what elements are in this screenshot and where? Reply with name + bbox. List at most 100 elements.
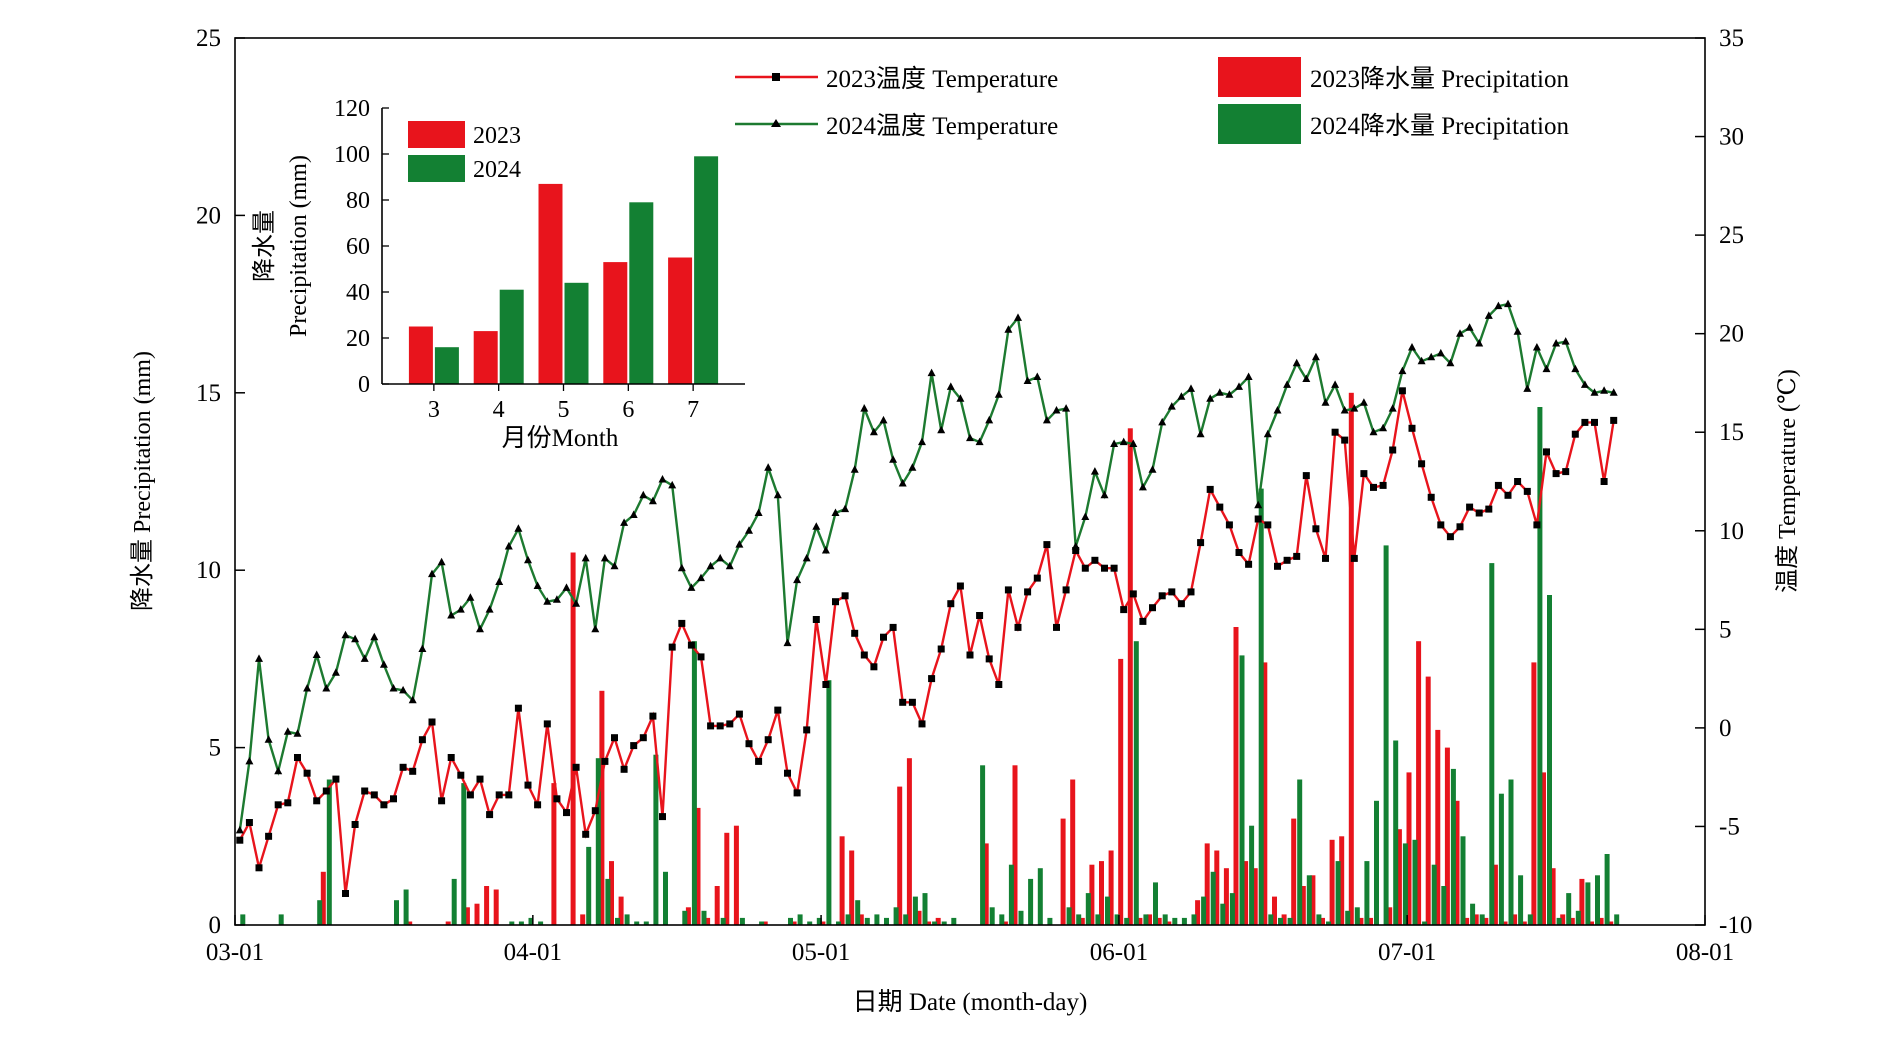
temp-2023-point <box>505 791 513 799</box>
temp-2024-point <box>524 555 532 564</box>
temp-2024-point <box>966 433 974 442</box>
precip-bar <box>1498 793 1504 925</box>
precip-bar <box>1489 563 1495 925</box>
right-tick-label: 20 <box>1719 321 1744 348</box>
precip-bar <box>797 914 803 925</box>
temp-2023-point <box>1475 509 1483 517</box>
temp-2024-point <box>1552 339 1561 347</box>
temp-2024-point <box>1302 374 1311 382</box>
inset-bar <box>408 326 433 384</box>
inset-x-tick-label: 3 <box>428 397 440 423</box>
precip-bar <box>951 917 957 925</box>
precip-bar <box>1172 917 1178 925</box>
temp-2023-point <box>649 712 657 720</box>
precip-bar <box>1320 917 1325 925</box>
precip-bar <box>445 921 451 925</box>
temp-2023-point <box>524 781 532 789</box>
temp-2024-point <box>255 654 263 662</box>
precip-bar <box>1521 921 1527 925</box>
precip-bar <box>1598 917 1604 925</box>
temp-2024-point <box>1513 327 1522 335</box>
precip-bar <box>1310 875 1316 925</box>
temp-2023-point <box>1254 515 1262 523</box>
precip-bar <box>1124 917 1130 925</box>
temp-2023-point <box>514 704 522 712</box>
temp-2024-point <box>1129 439 1138 447</box>
precip-bar <box>685 907 691 925</box>
temp-2024-point <box>1369 427 1378 436</box>
temp-2023-point <box>265 832 273 840</box>
temp-2024-point <box>1600 386 1609 394</box>
legend-precip-2024: 2024降水量 Precipitation <box>1310 112 1569 140</box>
precip-bar <box>278 914 284 925</box>
precip-bar <box>1070 779 1076 925</box>
precip-bar <box>461 783 467 925</box>
precip-bar <box>1537 407 1543 925</box>
precip-bar <box>1166 921 1172 925</box>
precip-bar <box>570 552 576 925</box>
precip-bar <box>980 765 986 925</box>
temp-2024-point <box>1475 339 1484 347</box>
precip-bar <box>759 921 765 925</box>
temp-2023-point <box>1072 547 1080 554</box>
temp-2023-point <box>255 864 263 872</box>
temp-2024-point <box>1340 406 1349 414</box>
precip-bar <box>1368 917 1373 925</box>
temp-2023-point <box>1197 539 1205 547</box>
temp-2024-point <box>456 605 465 613</box>
temp-2024-point <box>1292 358 1301 367</box>
left-tick-label: 25 <box>196 25 221 52</box>
temp-2023-point <box>784 769 791 777</box>
temp-2023-point <box>966 651 974 659</box>
temp-2023-point <box>1187 588 1195 596</box>
temp-2024-point <box>1244 372 1253 380</box>
temp-2023-point <box>284 799 292 807</box>
temp-2023-point <box>1043 541 1051 549</box>
temp-2024-point <box>745 526 753 534</box>
temp-2023-point <box>678 619 686 627</box>
precip-bar <box>1470 903 1476 925</box>
temp-2023-point <box>1014 623 1022 631</box>
temp-2023-point <box>303 769 311 777</box>
precip-bar <box>586 846 592 925</box>
temp-2023-point <box>1302 472 1310 480</box>
temp-2024-point <box>1427 352 1436 361</box>
temp-2023-point <box>1225 521 1233 529</box>
precip-bar <box>1066 907 1072 925</box>
precip-bar <box>1210 871 1216 925</box>
precip-bar <box>1425 676 1431 925</box>
temp-2024-point <box>514 524 523 532</box>
precip-bar <box>762 921 768 925</box>
legend-temp-2024: 2024温度 Temperature <box>826 112 1058 140</box>
precip-bar <box>1604 854 1610 925</box>
precip-bar <box>983 843 989 925</box>
right-tick-label: -5 <box>1719 813 1740 840</box>
precip-bar <box>1339 836 1345 925</box>
temp-2023-point <box>1206 485 1214 493</box>
temp-2024-point <box>1523 384 1532 392</box>
precip-bar <box>932 921 938 925</box>
precip-bar <box>807 921 813 925</box>
temp-2023-point <box>495 791 503 799</box>
temp-2023-point <box>908 698 916 706</box>
temp-2023-point <box>611 734 618 742</box>
precip-bar <box>407 921 413 925</box>
temp-2023-point <box>1158 592 1166 600</box>
temp-2024-point <box>1215 388 1224 396</box>
temp-2024-point <box>994 390 1003 398</box>
inset-x-tick-label: 7 <box>687 397 699 423</box>
precip-bar <box>1079 917 1085 925</box>
temp-2023-point <box>639 734 647 742</box>
right-tick-label: 5 <box>1719 616 1732 643</box>
temp-2023-point <box>322 787 330 795</box>
precip-bar <box>912 896 918 925</box>
precip-bar <box>1127 428 1133 925</box>
temp-2023-point <box>1398 387 1406 395</box>
precip-bar <box>394 900 399 925</box>
precip-bar <box>1162 914 1168 925</box>
precip-bar <box>1441 886 1447 925</box>
temp-2024-point <box>879 415 888 424</box>
precip-bar <box>1416 641 1422 925</box>
temp-2024-point <box>283 727 292 735</box>
